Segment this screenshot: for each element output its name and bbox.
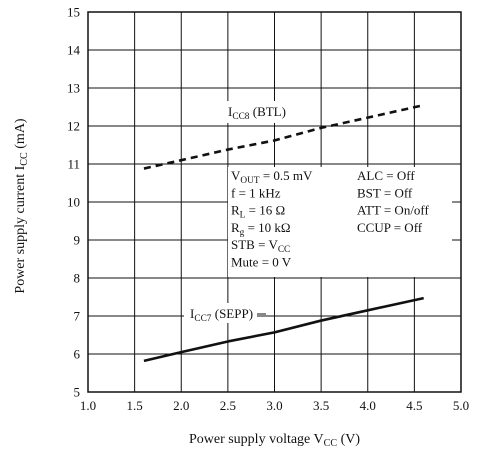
series-label-btl-main: I	[228, 104, 232, 119]
y-tick-label: 13	[67, 81, 80, 96]
y-tick-label: 5	[74, 385, 81, 400]
x-tick-label: 2.0	[173, 398, 189, 413]
condition-left: Rg = 10 kΩ	[231, 220, 291, 238]
x-axis-label-sub: CC	[324, 438, 338, 449]
series-label-btl: ICC8 (BTL)	[228, 104, 286, 122]
y-tick-label: 11	[67, 157, 80, 172]
y-tick-label: 9	[74, 233, 81, 248]
x-axis-label-tail: (V)	[337, 432, 360, 447]
y-tick-label: 6	[74, 347, 81, 362]
condition-left-sub: g	[240, 228, 245, 238]
x-tick-label: 1.0	[80, 398, 96, 413]
condition-left: VOUT = 0.5 mV	[231, 168, 313, 186]
x-tick-label: 1.5	[127, 398, 143, 413]
series-label-btl-tail: (BTL)	[249, 104, 285, 119]
condition-left-sub: L	[240, 211, 246, 221]
x-tick-label: 4.5	[406, 398, 422, 413]
condition-left-tail: = 10 kΩ	[244, 220, 290, 235]
series-label-sepp: ICC7 (SEPP)	[190, 306, 253, 324]
condition-right: CCUP = Off	[357, 220, 423, 235]
condition-left-tail: = 0.5 mV	[260, 168, 313, 183]
condition-right: BST = Off	[357, 185, 413, 200]
y-axis-label-tail: (mA)	[13, 118, 28, 152]
x-tick-label: 3.0	[266, 398, 282, 413]
x-axis-label-main: Power supply voltage V	[189, 432, 324, 447]
label-bg-btl	[225, 101, 290, 123]
condition-left: Mute = 0 V	[231, 255, 292, 270]
y-tick-label: 10	[67, 195, 80, 210]
y-axis-label-sub: CC	[19, 152, 30, 166]
x-tick-label: 2.5	[220, 398, 236, 413]
plot-frame	[87, 11, 462, 393]
x-axis-label: Power supply voltage VCC (V)	[189, 432, 360, 449]
series-label-sepp-main: I	[190, 306, 194, 321]
series-label-sepp-tail: (SEPP)	[211, 306, 253, 321]
axis-ticks: 1.0 1.5 2.0 2.5 3.0 3.5 4.0 4.5 5.0 5 6 7 8 9 10 11 12 13…	[67, 5, 469, 414]
condition-right: ALC = Off	[357, 168, 415, 183]
series-group	[143, 103, 424, 363]
condition-left-main: R	[231, 203, 240, 218]
labels-group: ICC8 (BTL)ICC7 (SEPP)VOUT = 0.5 mVf = 1 …	[13, 101, 452, 449]
x-tick-label: 3.5	[313, 398, 329, 413]
series-label-sepp-sub: CC7	[194, 314, 211, 324]
condition-left: STB = VCC	[231, 237, 290, 255]
condition-left-main: f = 1 kHz	[231, 185, 281, 200]
y-tick-label: 15	[67, 5, 80, 20]
x-tick-label: 4.0	[360, 398, 376, 413]
condition-left: f = 1 kHz	[231, 185, 281, 200]
condition-left-main: STB = V	[231, 237, 278, 252]
condition-left-tail: = 16 Ω	[245, 203, 285, 218]
y-axis-label-main: Power supply current I	[13, 165, 28, 293]
conditions-box	[228, 167, 452, 277]
x-tick-label: 5.0	[453, 398, 469, 413]
label-bg-sepp	[184, 303, 257, 323]
condition-left-main: V	[231, 168, 241, 183]
y-tick-label: 12	[67, 119, 80, 134]
condition-left-sub: CC	[278, 245, 290, 255]
series-label-btl-sub: CC8	[232, 112, 249, 122]
condition-left-main: Mute = 0 V	[231, 255, 292, 270]
condition-right: ATT = On/off	[357, 203, 430, 218]
condition-left-sub: OUT	[240, 176, 259, 186]
y-tick-label: 8	[74, 271, 81, 286]
y-tick-label: 14	[67, 43, 81, 58]
condition-left-main: R	[231, 220, 240, 235]
y-tick-label: 7	[74, 309, 81, 324]
y-axis-label: Power supply current ICC (mA)	[13, 118, 30, 294]
condition-left: RL = 16 Ω	[231, 203, 285, 221]
